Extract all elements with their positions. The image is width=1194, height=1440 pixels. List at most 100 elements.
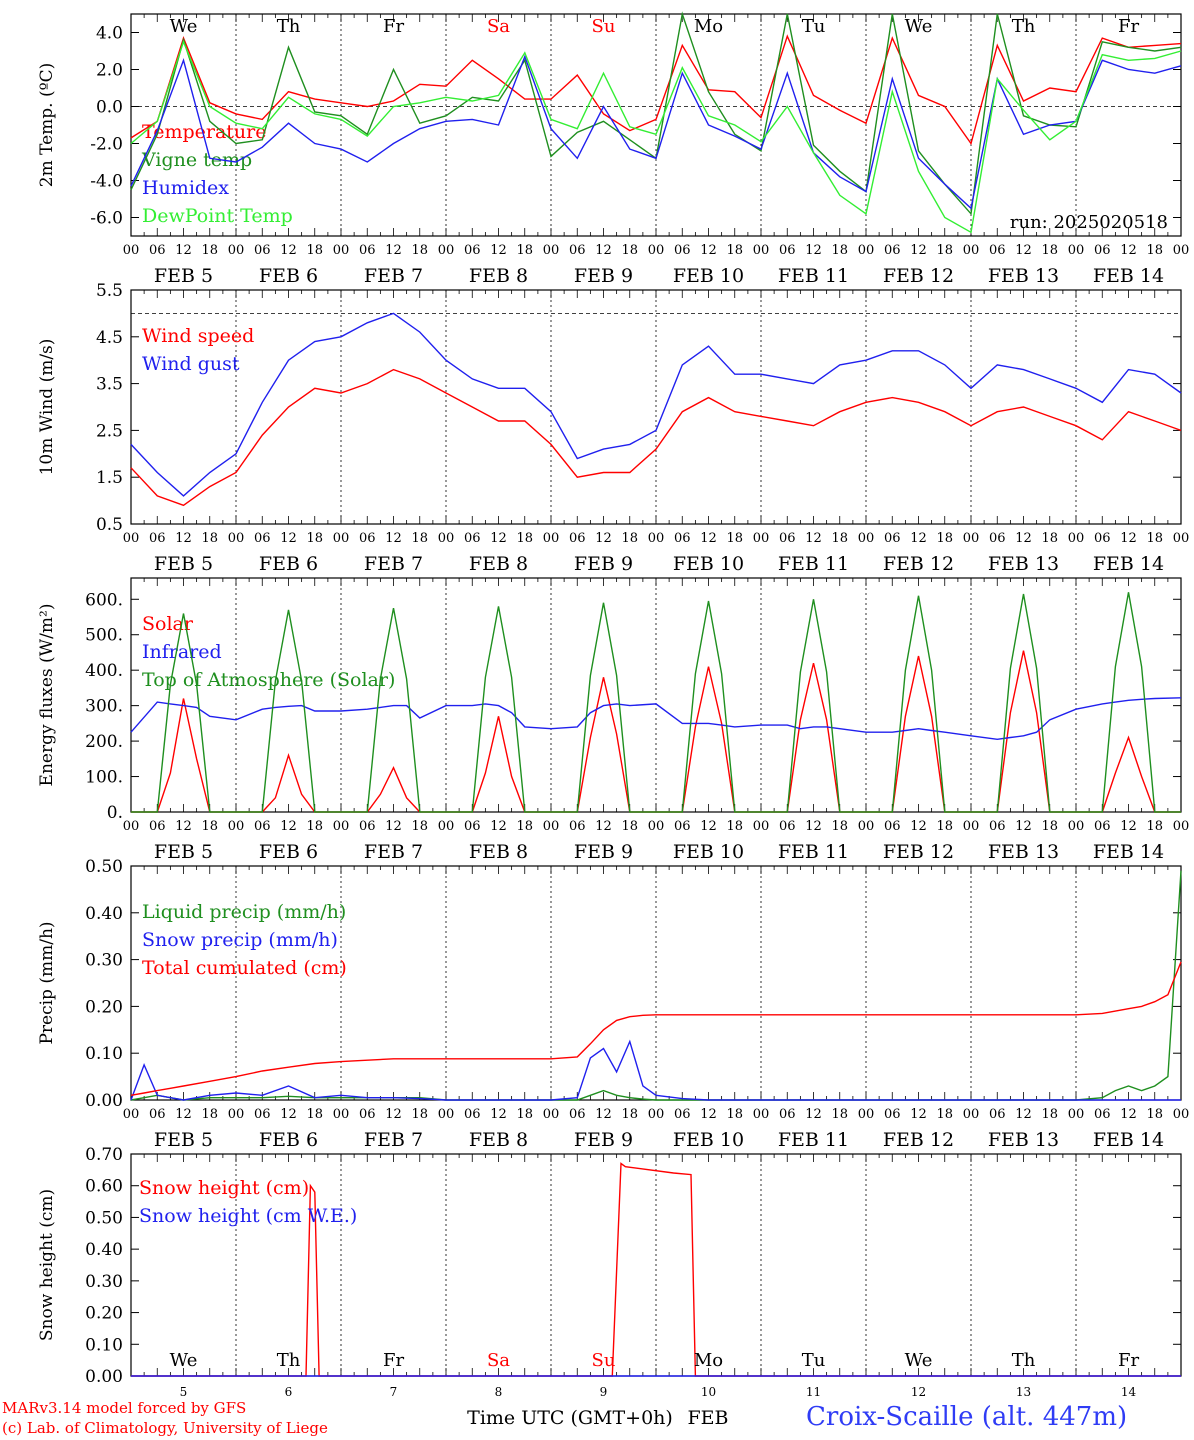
date-label: FEB 8 xyxy=(469,1129,528,1151)
hour-tick-label: 18 xyxy=(201,819,218,834)
date-label: FEB 14 xyxy=(1093,841,1164,863)
date-label: FEB 7 xyxy=(364,1129,423,1151)
series-line xyxy=(131,592,1181,813)
hour-tick-label: 18 xyxy=(1146,1107,1163,1122)
hour-tick-label: 00 xyxy=(228,243,245,258)
hour-tick-label: 12 xyxy=(385,531,402,546)
y-tick-label: 400. xyxy=(85,661,123,681)
date-label: FEB 12 xyxy=(883,1129,954,1151)
legend-label: Humidex xyxy=(142,177,229,199)
hour-tick-label: 06 xyxy=(1094,531,1111,546)
day-number: 6 xyxy=(285,1385,293,1399)
series-line xyxy=(130,54,1182,210)
hour-tick-label: 00 xyxy=(858,819,875,834)
hour-tick-label: 18 xyxy=(411,531,428,546)
hour-tick-label: 12 xyxy=(910,1107,927,1122)
legend-label: Infrared xyxy=(142,641,222,663)
hour-tick-label: 12 xyxy=(910,819,927,834)
day-label: Th xyxy=(1012,1350,1036,1371)
day-label: Fr xyxy=(1118,1350,1139,1371)
day-number: 13 xyxy=(1016,1385,1031,1399)
date-label: FEB 10 xyxy=(673,841,744,863)
date-label: FEB 11 xyxy=(778,265,849,287)
station-title: Croix-Scaille (alt. 447m) xyxy=(806,1402,1128,1432)
hour-tick-label: 06 xyxy=(359,819,376,834)
model-credit: MARv3.14 model forced by GFS (c) Lab. of… xyxy=(2,1398,328,1438)
hour-tick-label: 00 xyxy=(228,819,245,834)
date-label: FEB 5 xyxy=(154,553,213,575)
date-label: FEB 10 xyxy=(673,265,744,287)
panel-snow: 0.70 0.60 0.50 0.40 0.30 0.20 0.10 0.00 Snow hei… xyxy=(37,1145,1182,1429)
hour-tick-label: 00 xyxy=(438,243,455,258)
y-tick-label: 0.5 xyxy=(96,515,123,535)
hour-tick-label: 00 xyxy=(543,819,560,834)
date-label: FEB 9 xyxy=(574,841,633,863)
hour-tick-label: 12 xyxy=(805,243,822,258)
y-tick-label: 0.40 xyxy=(85,904,123,924)
date-label: FEB 12 xyxy=(883,553,954,575)
hour-tick-label: 18 xyxy=(516,1107,533,1122)
hour-tick-label: 12 xyxy=(1120,1107,1137,1122)
hour-tick-label: 00 xyxy=(438,1107,455,1122)
hour-tick-label: 12 xyxy=(1015,243,1032,258)
hour-tick-label: 18 xyxy=(1041,819,1058,834)
hour-tick-label: 00 xyxy=(1068,819,1085,834)
panel-wind: 5.5 4.5 3.5 2.5 1.5 0.5 10m Wind (m/s) Wind spe… xyxy=(37,281,1189,575)
hour-tick-label: 12 xyxy=(805,1107,822,1122)
series-line xyxy=(130,39,1182,234)
hour-tick-label: 18 xyxy=(411,819,428,834)
day-label: Fr xyxy=(383,1350,404,1371)
hour-tick-label: 06 xyxy=(884,243,901,258)
legend-label: Liquid precip (mm/h) xyxy=(142,901,346,923)
y-axis-label: 10m Wind (m/s) xyxy=(37,339,57,476)
hour-tick-label: 00 xyxy=(333,1107,350,1122)
hour-tick-label: 18 xyxy=(726,243,743,258)
time-axis-label: Time UTC (GMT+0h) xyxy=(467,1407,673,1429)
day-label: Th xyxy=(277,1350,301,1371)
hour-tick-label: 06 xyxy=(674,1107,691,1122)
hour-tick-label: 06 xyxy=(464,243,481,258)
day-label: Th xyxy=(1012,16,1036,37)
hour-tick-label: 12 xyxy=(385,819,402,834)
day-number: 5 xyxy=(180,1385,188,1399)
hour-tick-label: 12 xyxy=(805,531,822,546)
date-label: FEB 13 xyxy=(988,1129,1059,1151)
hour-tick-label: 18 xyxy=(621,243,638,258)
hour-tick-label: 12 xyxy=(1015,531,1032,546)
hour-tick-label: 00 xyxy=(648,531,665,546)
y-tick-label: 0.30 xyxy=(85,1272,123,1292)
y-tick-label: 300. xyxy=(85,697,123,717)
date-label: FEB 5 xyxy=(154,841,213,863)
date-label: FEB 13 xyxy=(988,841,1059,863)
hour-tick-label: 12 xyxy=(490,243,507,258)
hour-tick-label: 06 xyxy=(1094,819,1111,834)
hour-tick-label: 12 xyxy=(595,243,612,258)
day-number: 8 xyxy=(495,1385,503,1399)
hour-tick-label: 00 xyxy=(858,1107,875,1122)
date-label: FEB 7 xyxy=(364,841,423,863)
hour-tick-label: 06 xyxy=(149,819,166,834)
hour-tick-label: 00 xyxy=(963,1107,980,1122)
y-tick-label: 5.5 xyxy=(96,281,123,301)
hour-tick-label: 00 xyxy=(963,243,980,258)
y-tick-label: 0.0 xyxy=(96,98,123,118)
date-label: FEB 14 xyxy=(1093,265,1164,287)
hour-tick-label: 12 xyxy=(175,531,192,546)
hour-tick-label: 06 xyxy=(149,531,166,546)
hour-tick-label: 12 xyxy=(175,243,192,258)
hour-tick-label: 18 xyxy=(516,243,533,258)
y-tick-label: 0.20 xyxy=(85,997,123,1017)
hour-tick-label: 12 xyxy=(175,1107,192,1122)
hour-tick-label: 18 xyxy=(936,243,953,258)
legend-label: Vigne temp xyxy=(141,149,252,171)
day-label: Tu xyxy=(802,16,826,37)
hour-tick-label: 00 xyxy=(1173,243,1190,258)
panel-energy: 600. 500. 400. 300. 200. 100. 0. Energy fluxes … xyxy=(37,577,1189,863)
hour-tick-label: 12 xyxy=(595,1107,612,1122)
y-tick-label: 0.50 xyxy=(85,1208,123,1228)
legend-label: Snow precip (mm/h) xyxy=(142,929,338,951)
hour-tick-label: 12 xyxy=(595,531,612,546)
hour-tick-label: 06 xyxy=(464,1107,481,1122)
hour-tick-label: 06 xyxy=(569,1107,586,1122)
hour-tick-label: 18 xyxy=(831,819,848,834)
